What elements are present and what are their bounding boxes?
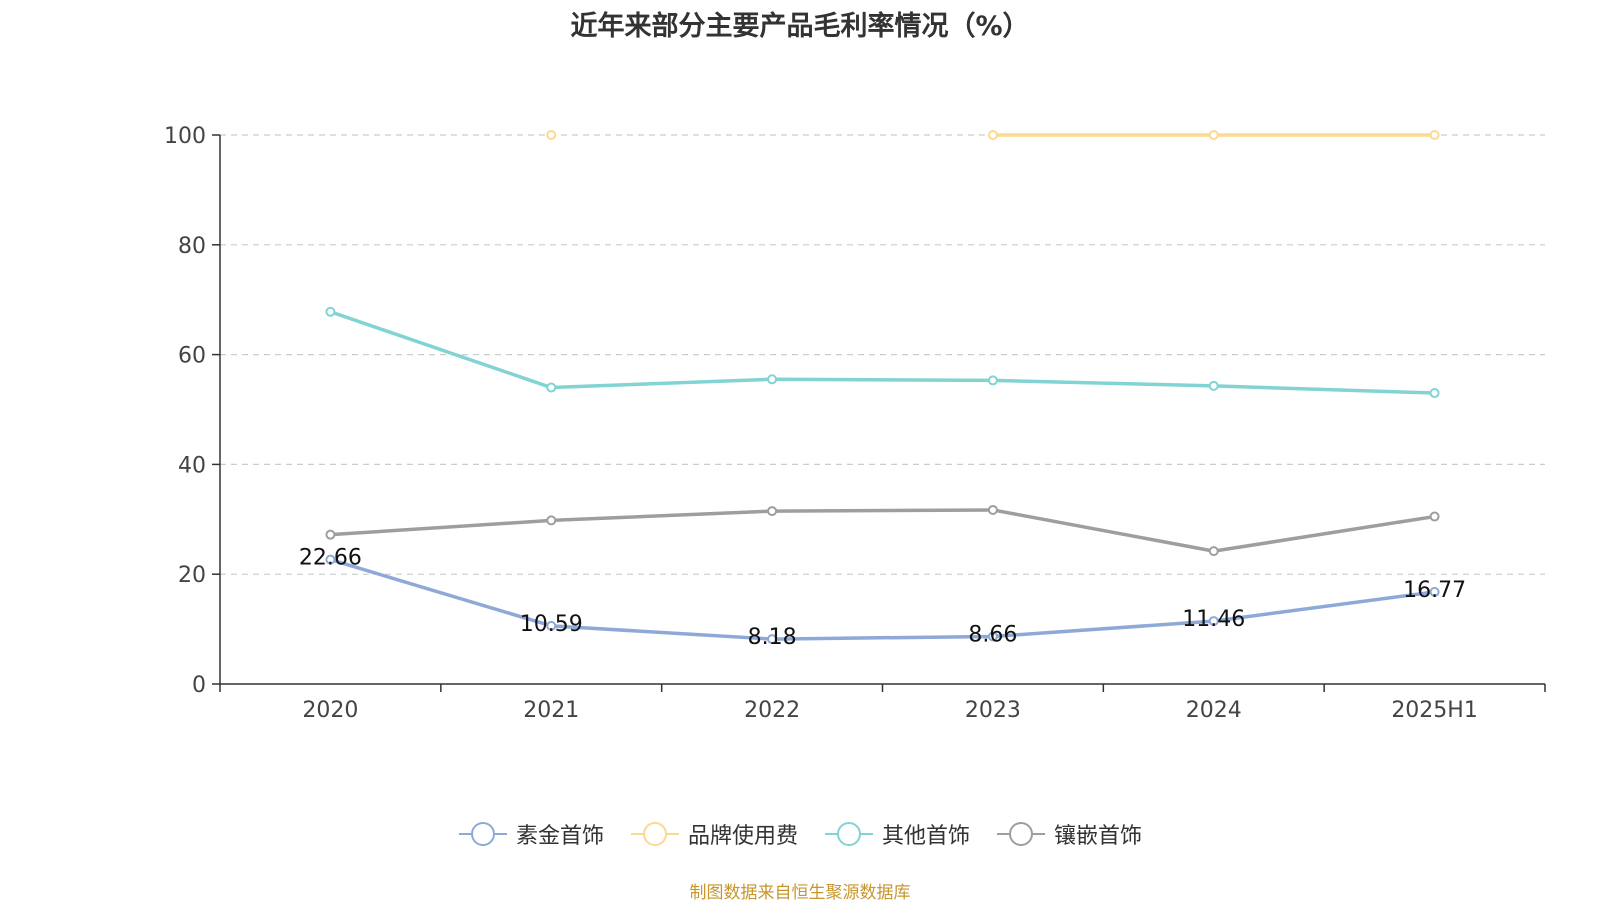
legend-item[interactable]: 品牌使用费: [630, 818, 798, 850]
x-tick-label: 2025H1: [1391, 698, 1478, 723]
data-point: [1429, 388, 1440, 399]
legend-label: 品牌使用费: [687, 824, 798, 849]
data-point: [767, 374, 778, 385]
legend-item[interactable]: 素金首饰: [458, 818, 604, 850]
series-3: [325, 306, 1440, 399]
data-point: [1208, 130, 1219, 140]
data-label: 22.66: [299, 546, 362, 571]
data-point: [546, 382, 557, 393]
legend-marker-icon: [997, 822, 1046, 846]
x-tick-label: 2020: [302, 698, 358, 723]
series-line: [330, 508, 1435, 553]
legend-item[interactable]: 其他首饰: [824, 818, 970, 850]
series-line: [329, 310, 1435, 395]
y-tick-label: 60: [178, 344, 206, 369]
data-point: [987, 504, 998, 515]
data-point: [987, 631, 998, 642]
x-tick-label: 2023: [965, 698, 1021, 723]
x-tick-label: 2022: [744, 698, 800, 723]
data-label: 10.59: [520, 612, 583, 637]
legend-item[interactable]: 镶嵌首饰: [996, 818, 1142, 850]
y-tick-label: 0: [192, 673, 206, 698]
legend-label: 其他首饰: [882, 824, 971, 849]
y-tick-label: 40: [178, 453, 206, 478]
chart-title: 近年来部分主要产品毛利率情况（%）: [570, 11, 1030, 42]
y-tick-label: 80: [178, 234, 206, 259]
data-point: [1208, 546, 1219, 557]
y-tick-label: 20: [178, 563, 206, 588]
data-point: [325, 306, 336, 317]
line-chart: 0 20 40 60 80 100 2020 2021 2022 2023 2024 2025H1 2…: [164, 124, 1546, 723]
data-label: 8.66: [968, 622, 1017, 647]
source-note: 制图数据来自恒生聚源数据库: [689, 883, 911, 903]
data-point: [1429, 586, 1440, 597]
x-tick-label: 2024: [1186, 698, 1242, 723]
series-2: [546, 130, 1440, 140]
legend: 素金首饰 品牌使用费 其他首饰 镶嵌首饰: [0, 818, 1600, 850]
data-point: [1208, 616, 1219, 627]
legend-label: 素金首饰: [515, 824, 604, 849]
data-label: 16.77: [1403, 578, 1466, 603]
data-point: [1208, 380, 1219, 391]
legend-marker-icon: [825, 822, 873, 846]
legend-marker-icon: [458, 822, 507, 846]
data-label: 8.18: [748, 625, 797, 650]
series-4: [325, 504, 1440, 557]
data-label: 11.46: [1182, 607, 1245, 632]
legend-marker-icon: [630, 822, 679, 846]
y-tick-label: 100: [164, 124, 206, 149]
data-point: [325, 529, 336, 540]
legend-label: 镶嵌首饰: [1054, 824, 1143, 849]
data-point: [987, 375, 998, 386]
data-point: [767, 506, 778, 517]
series-line: [329, 557, 1435, 641]
data-point: [1429, 130, 1440, 140]
x-tick-label: 2021: [523, 698, 579, 723]
data-point: [767, 634, 778, 645]
data-point: [1429, 511, 1440, 522]
data-point: [987, 130, 998, 140]
series-1: [325, 554, 1440, 645]
data-point: [546, 515, 557, 526]
data-point: [546, 620, 557, 631]
data-point: [546, 130, 557, 140]
data-point: [325, 554, 336, 565]
